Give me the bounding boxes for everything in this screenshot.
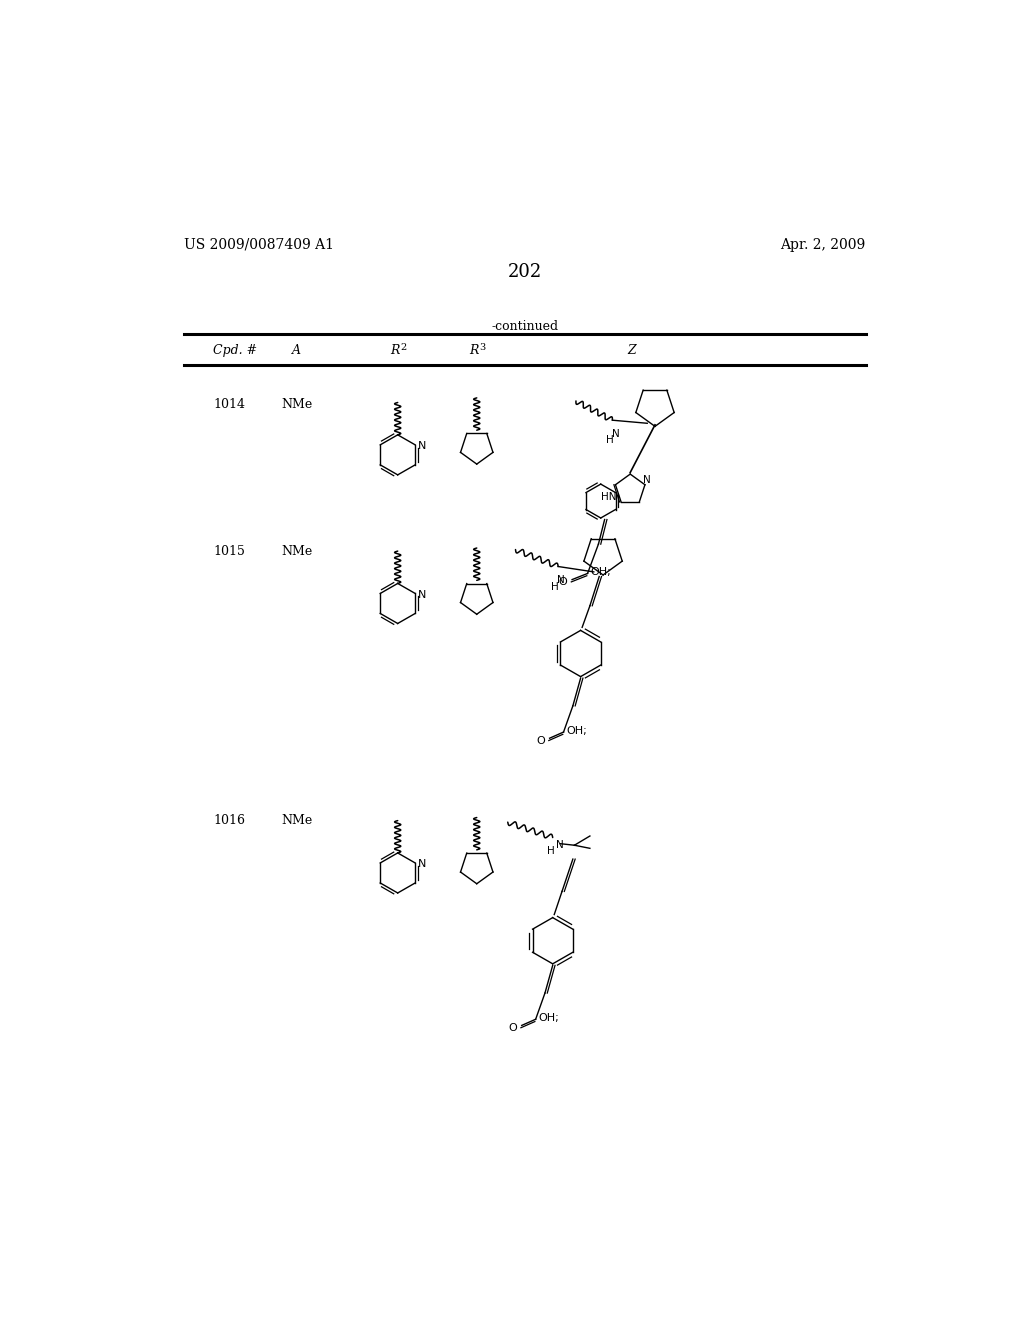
Text: N: N (643, 475, 651, 486)
Text: N: N (418, 441, 426, 451)
Text: R: R (390, 345, 399, 358)
Text: OH;: OH; (539, 1012, 559, 1023)
Text: O: O (537, 735, 545, 746)
Text: 1014: 1014 (213, 399, 246, 412)
Text: N: N (418, 590, 426, 601)
Text: 202: 202 (508, 264, 542, 281)
Text: US 2009/0087409 A1: US 2009/0087409 A1 (183, 238, 334, 252)
Text: 1015: 1015 (213, 545, 245, 557)
Text: 2: 2 (400, 343, 407, 351)
Text: N: N (612, 429, 621, 440)
Text: NMe: NMe (282, 399, 312, 412)
Text: OH;: OH; (591, 566, 611, 577)
Text: 1016: 1016 (213, 814, 246, 828)
Text: O: O (559, 577, 567, 587)
Text: R: R (469, 345, 478, 358)
Text: N: N (556, 841, 563, 850)
Text: Cpd. #: Cpd. # (213, 345, 257, 358)
Text: Z: Z (628, 345, 636, 358)
Text: N: N (418, 859, 426, 870)
Text: Apr. 2, 2009: Apr. 2, 2009 (780, 238, 866, 252)
Text: H: H (606, 436, 614, 445)
Text: NMe: NMe (282, 545, 312, 557)
Text: O: O (508, 1023, 517, 1032)
Text: HN: HN (601, 492, 616, 502)
Text: OH;: OH; (566, 726, 588, 735)
Text: NMe: NMe (282, 814, 312, 828)
Text: A: A (293, 345, 301, 358)
Text: N: N (557, 576, 564, 585)
Text: 3: 3 (479, 343, 485, 351)
Text: H: H (547, 846, 554, 857)
Text: H: H (551, 582, 559, 591)
Text: -continued: -continued (492, 319, 558, 333)
